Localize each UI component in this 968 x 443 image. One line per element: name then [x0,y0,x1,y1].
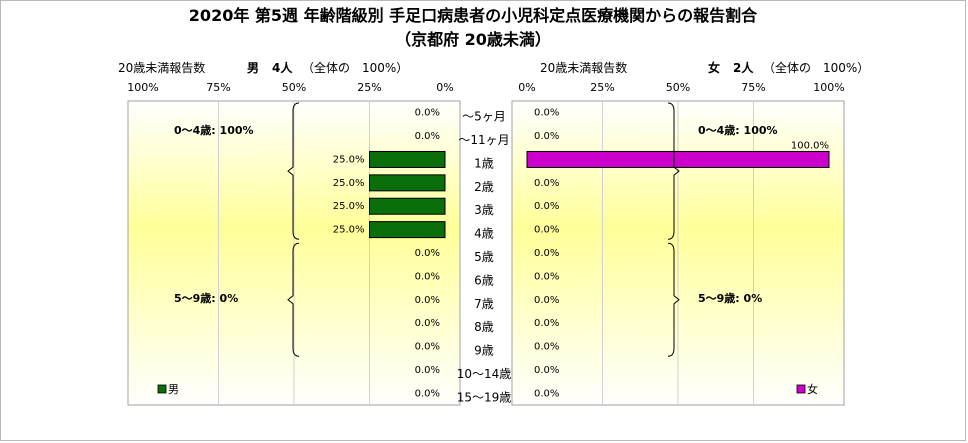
right-value-label: 0.0% [534,178,559,189]
category-label: 3歳 [474,203,494,217]
left-header-label: 20歳未満報告数 [118,60,205,75]
right-bar [526,150,830,168]
right-value-label: 0.0% [534,318,559,329]
right-value-label: 0.0% [534,201,559,212]
right-value-label: 0.0% [534,342,559,353]
right-header-count: 2人 [733,60,754,75]
right-value-label: 0.0% [534,271,559,282]
right-legend-swatch [796,384,806,394]
category-label: ～11ヶ月 [458,133,509,147]
right-group-bracket [667,102,680,240]
right-group-bracket [667,242,680,357]
left-legend-label: 男 [168,383,179,396]
right-panel: 0% 25% 50% 75% 100% 0.0% 0.0% 100.0% 0.0% 0.0% 0.0… [511,81,845,406]
left-value-label: 0.0% [415,342,440,353]
left-tick-label: 100% [127,81,158,94]
chart-title: 2020年 第5週 年齢階級別 手足口病患者の小児科定点医療機関からの報告割合 [189,6,758,25]
right-value-label: 0.0% [534,248,559,259]
category-label: 10～14歳 [457,367,512,381]
left-value-label: 0.0% [415,365,440,376]
category-label: 5歳 [474,250,494,264]
left-tick-label: 75% [206,81,230,94]
right-group-label: 5～9歳: 0% [698,291,762,305]
left-bar [369,174,446,192]
right-value-label: 0.0% [534,108,559,119]
right-tick-label: 25% [590,81,614,94]
category-label: 1歳 [474,156,494,170]
left-header-group: 男 [247,61,259,75]
right-value-label: 0.0% [534,365,559,376]
right-tick-label: 100% [813,81,844,94]
right-header-group: 女 [708,60,720,75]
right-value-label: 0.0% [534,295,559,306]
left-value-label: 25.0% [333,225,365,236]
left-group-label: 0～4歳: 100% [174,123,254,137]
right-header-total: （全体の 100%） [763,60,869,75]
right-value-label: 0.0% [534,131,559,142]
category-label: 7歳 [474,297,494,311]
left-header-count: 4人 [272,60,293,75]
left-legend-swatch [157,384,167,394]
category-label: 6歳 [474,273,494,287]
chart-subtitle: （京都府 20歳未満） [395,30,551,49]
right-tick-label: 75% [741,81,765,94]
category-label: 2歳 [474,180,494,194]
category-label: 9歳 [474,344,494,358]
left-value-label: 0.0% [415,108,440,119]
right-legend-label: 女 [807,382,818,396]
right-value-label: 100.0% [791,140,829,151]
left-value-label: 0.0% [415,271,440,282]
category-label: 4歳 [474,227,494,241]
left-tick-label: 25% [357,81,381,94]
right-header-label: 20歳未満報告数 [540,60,627,75]
category-labels: ～5ヶ月 ～11ヶ月 1歳 2歳 3歳 4歳 5歳 6歳 7歳 8歳 9歳 10～14歳 15～19歳 [457,110,512,405]
category-label: ～5ヶ月 [462,110,506,124]
left-bar [369,221,446,239]
left-bar [369,150,446,168]
left-value-label: 0.0% [415,248,440,259]
left-group-bracket [287,242,300,357]
right-tick-label: 0% [518,81,535,94]
left-header-total: （全体の 100%） [302,60,408,75]
left-panel: 100% 75% 50% 25% 0% 0.0% 0.0% 25.0% 25.0% 25.0% 25… [127,81,461,406]
category-label: 8歳 [474,320,494,334]
left-value-label: 0.0% [415,131,440,142]
left-value-label: 25.0% [333,201,365,212]
right-group-label: 0～4歳: 100% [698,123,778,137]
category-label: 15～19歳 [457,390,512,404]
left-value-label: 0.0% [415,388,440,399]
right-value-label: 0.0% [534,388,559,399]
right-value-label: 0.0% [534,225,559,236]
left-tick-label: 50% [282,81,306,94]
left-value-label: 0.0% [415,295,440,306]
left-value-label: 25.0% [333,154,365,165]
left-value-label: 0.0% [415,318,440,329]
left-group-label: 5～9歳: 0% [174,291,238,305]
left-bar [369,197,446,215]
right-tick-label: 50% [666,81,690,94]
left-tick-label: 0% [436,81,453,94]
left-value-label: 25.0% [333,178,365,189]
left-group-bracket [287,102,300,240]
